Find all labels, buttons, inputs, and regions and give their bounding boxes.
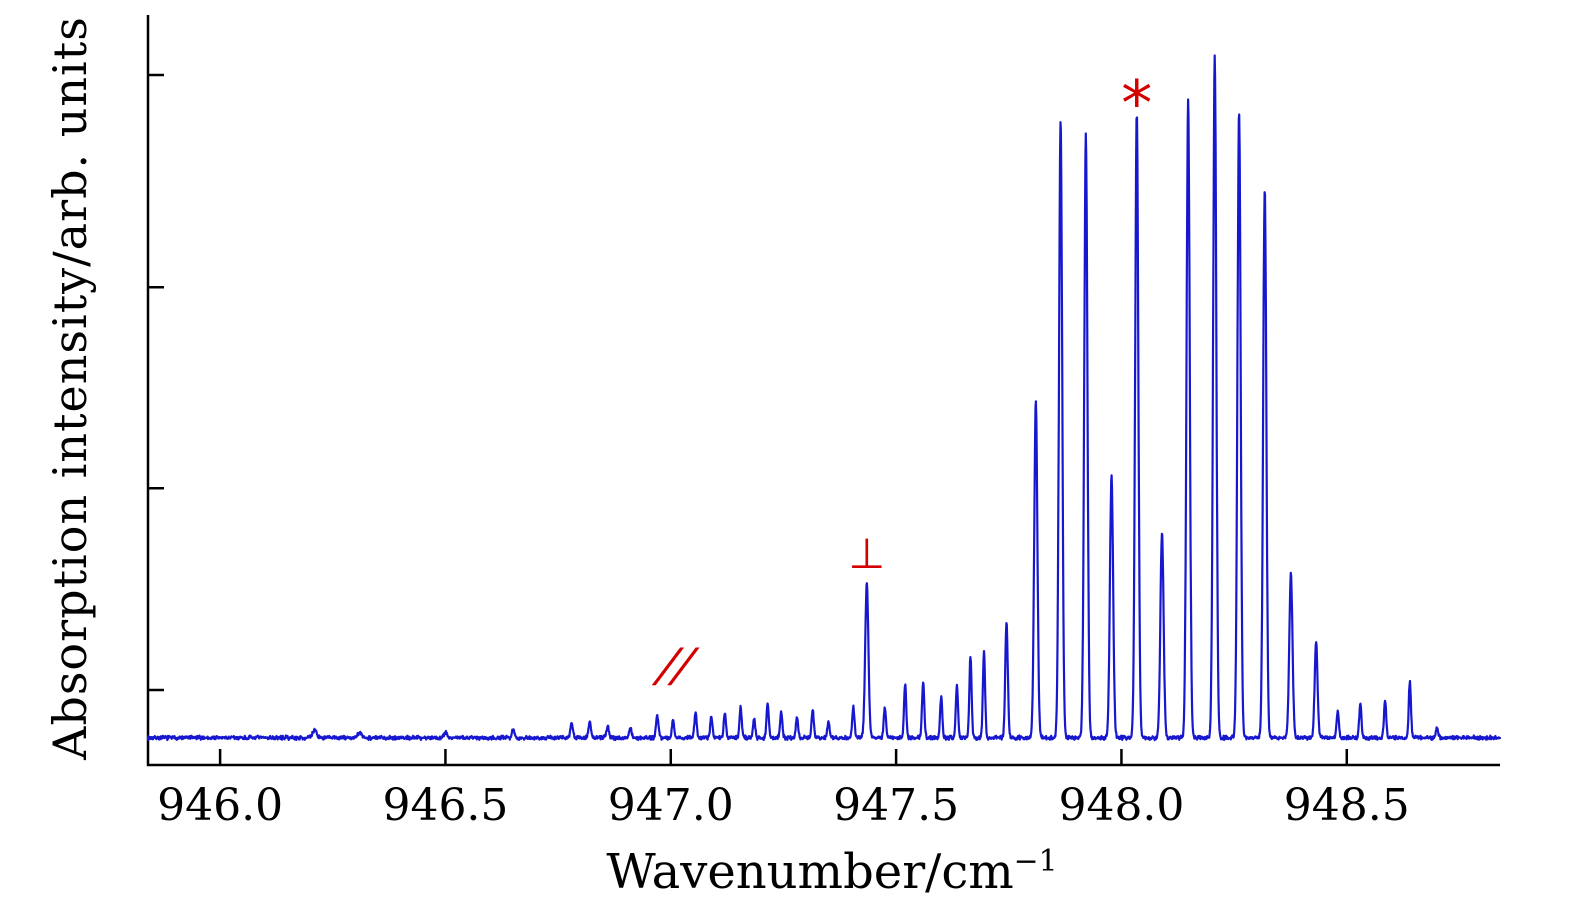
- spectrum-trace: [146, 54, 1502, 742]
- x-tick-label: 948.5: [1284, 780, 1410, 831]
- x-axis-label: Wavenumber/cm−1: [606, 844, 1057, 900]
- x-tick-label: 947.5: [833, 780, 959, 831]
- axes-spines: [146, 15, 1500, 767]
- annotation-parallel-marker: //: [649, 640, 701, 693]
- x-tick-label: 946.5: [382, 780, 508, 831]
- x-tick-label: 948.0: [1058, 780, 1184, 831]
- x-tick-label: 947.0: [608, 780, 734, 831]
- x-axis-label-superscript: −1: [1013, 844, 1058, 879]
- annotation-perpendicular-marker: ⊥: [849, 529, 886, 578]
- x-tick-label: 946.0: [157, 780, 283, 831]
- annotation-asterisk-marker: *: [1121, 67, 1152, 140]
- y-axis-label: Absorption intensity/arb. units: [43, 16, 97, 760]
- x-axis-label-text: Wavenumber/cm: [606, 844, 1014, 900]
